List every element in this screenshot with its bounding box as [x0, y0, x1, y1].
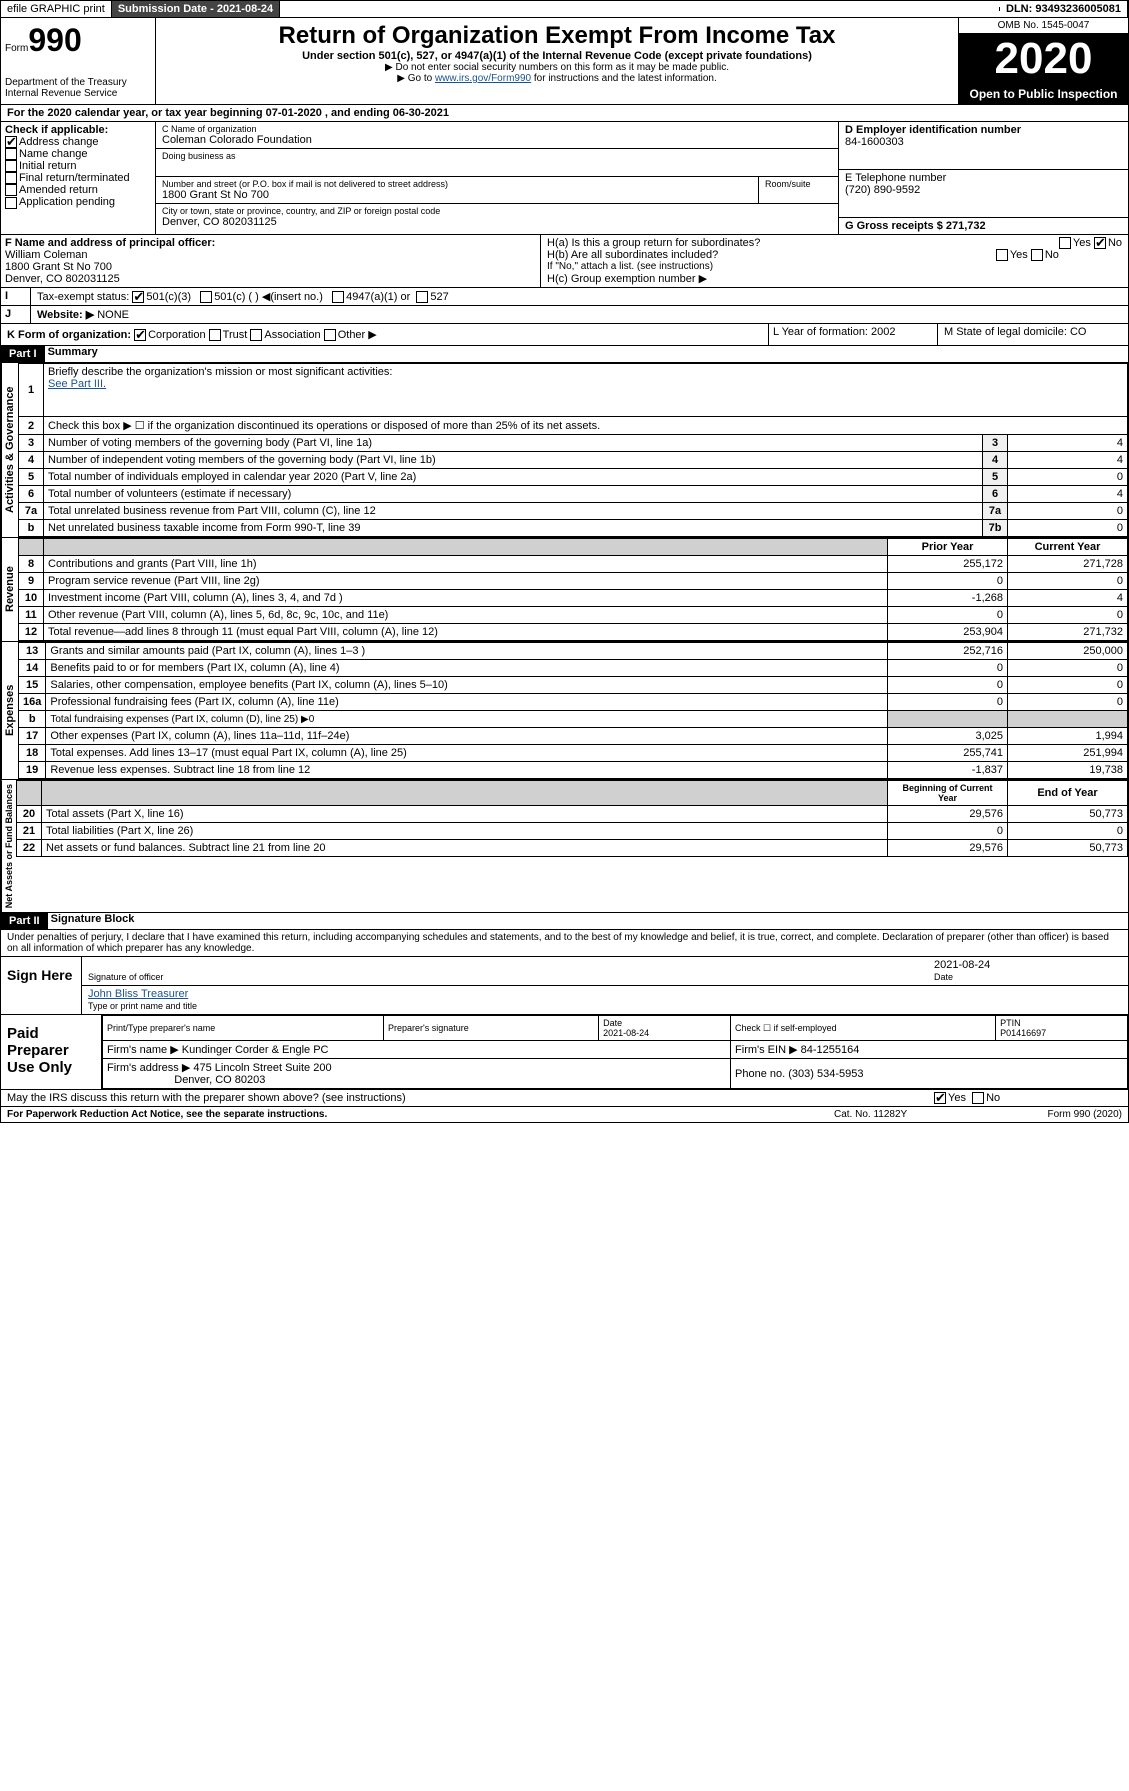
line-i: I Tax-exempt status: 501(c)(3) 501(c) ( … [0, 288, 1129, 306]
chk-501c3[interactable] [132, 291, 144, 303]
officer-city: Denver, CO 802031125 [5, 273, 120, 285]
note-1: ▶ Do not enter social security numbers o… [160, 62, 954, 73]
discuss-yes[interactable] [934, 1092, 946, 1104]
expenses-block: Expenses 13Grants and similar amounts pa… [0, 642, 1129, 780]
see-part3-link[interactable]: See Part III. [48, 378, 106, 390]
b-label: Check if applicable: [5, 124, 108, 136]
room-suite: Room/suite [758, 177, 838, 203]
dln: DLN: 93493236005081 [1000, 1, 1128, 17]
form-title: Return of Organization Exempt From Incom… [160, 22, 954, 50]
street-address: 1800 Grant St No 700 [162, 189, 752, 201]
chk-final[interactable] [5, 172, 17, 184]
paid-preparer-block: Paid Preparer Use Only Print/Type prepar… [0, 1015, 1129, 1090]
c-label: C Name of organization [162, 124, 832, 134]
addr-label: Number and street (or P.O. box if mail i… [162, 179, 752, 189]
ha-no[interactable] [1094, 237, 1106, 249]
paid-preparer-label: Paid Preparer Use Only [1, 1015, 101, 1089]
vlabel-revenue: Revenue [1, 538, 18, 641]
line-k: K Form of organization: Corporation Trus… [0, 324, 1129, 346]
chk-501c[interactable] [200, 291, 212, 303]
city-state-zip: Denver, CO 802031125 [162, 216, 832, 228]
h-b: H(b) Are all subordinates included? Yes … [547, 249, 1122, 261]
telephone: (720) 890-9592 [845, 184, 920, 196]
perjury-text: Under penalties of perjury, I declare th… [1, 930, 1128, 956]
officer-name: William Coleman [5, 249, 88, 261]
org-name: Coleman Colorado Foundation [162, 134, 832, 146]
chk-4947[interactable] [332, 291, 344, 303]
hb-yes[interactable] [996, 249, 1008, 261]
revenue-block: Revenue Prior YearCurrent Year 8Contribu… [0, 538, 1129, 642]
dept-label: Department of the Treasury Internal Reve… [5, 77, 151, 99]
note-2: ▶ Go to www.irs.gov/Form990 for instruct… [160, 73, 954, 84]
state-domicile: M State of legal domicile: CO [938, 324, 1128, 345]
part2-title: Signature Block [51, 913, 135, 929]
chk-assoc[interactable] [250, 329, 262, 341]
hb-no[interactable] [1031, 249, 1043, 261]
line-j: J Website: ▶ NONE [0, 306, 1129, 324]
chk-other[interactable] [324, 329, 336, 341]
officer-printed[interactable]: John Bliss Treasurer [88, 988, 188, 1000]
sign-here-block: Sign Here Signature of officer 2021-08-2… [0, 957, 1129, 1015]
tax-year: 2020 [959, 34, 1128, 84]
form-number: Form990 [5, 22, 151, 59]
chk-initial[interactable] [5, 160, 17, 172]
chk-address-change[interactable] [5, 136, 17, 148]
g-receipts: G Gross receipts $ 271,732 [845, 220, 986, 232]
vlabel-netassets: Net Assets or Fund Balances [1, 780, 16, 912]
discuss-no[interactable] [972, 1092, 984, 1104]
chk-527[interactable] [416, 291, 428, 303]
instructions-link[interactable]: www.irs.gov/Form990 [435, 73, 531, 84]
omb-number: OMB No. 1545-0047 [959, 18, 1128, 34]
city-label: City or town, state or province, country… [162, 206, 832, 216]
ein: 84-1600303 [845, 136, 904, 148]
website: NONE [97, 309, 129, 321]
chk-trust[interactable] [209, 329, 221, 341]
submission-date[interactable]: Submission Date - 2021-08-24 [112, 1, 280, 17]
efile-label: efile GRAPHIC print [1, 1, 112, 17]
f-h-block: F Name and address of principal officer:… [0, 235, 1129, 288]
subtitle: Under section 501(c), 527, or 4947(a)(1)… [160, 50, 954, 62]
public-inspection: Open to Public Inspection [959, 84, 1128, 104]
dba-label: Doing business as [162, 151, 832, 161]
h-a: H(a) Is this a group return for subordin… [547, 237, 1122, 249]
page-footer: For Paperwork Reduction Act Notice, see … [0, 1107, 1129, 1123]
part1-label: Part I [1, 346, 45, 362]
h-c: H(c) Group exemption number ▶ [547, 272, 1122, 285]
netassets-block: Net Assets or Fund Balances Beginning of… [0, 780, 1129, 913]
d-label: D Employer identification number [845, 124, 1021, 136]
part2-label: Part II [1, 913, 48, 929]
chk-pending[interactable] [5, 197, 17, 209]
e-label: E Telephone number [845, 172, 946, 184]
discuss-row: May the IRS discuss this return with the… [0, 1090, 1129, 1107]
ha-yes[interactable] [1059, 237, 1071, 249]
part1-title: Summary [48, 346, 98, 362]
year-formation: L Year of formation: 2002 [768, 324, 938, 345]
h-b-note: If "No," attach a list. (see instruction… [547, 261, 1122, 272]
part1-body: Activities & Governance 1Briefly describ… [0, 363, 1129, 538]
officer-addr: 1800 Grant St No 700 [5, 261, 112, 273]
chk-corp[interactable] [134, 329, 146, 341]
form-header: Form990 Department of the Treasury Inter… [0, 18, 1129, 105]
vlabel-expenses: Expenses [1, 642, 18, 779]
vlabel-governance: Activities & Governance [1, 363, 18, 537]
entity-block: Check if applicable: Address change Name… [0, 122, 1129, 235]
top-bar: efile GRAPHIC print Submission Date - 20… [0, 0, 1129, 18]
chk-amended[interactable] [5, 184, 17, 196]
chk-name-change[interactable] [5, 148, 17, 160]
line-a: For the 2020 calendar year, or tax year … [0, 105, 1129, 122]
f-label: F Name and address of principal officer: [5, 237, 215, 249]
sign-here-label: Sign Here [1, 957, 81, 1014]
